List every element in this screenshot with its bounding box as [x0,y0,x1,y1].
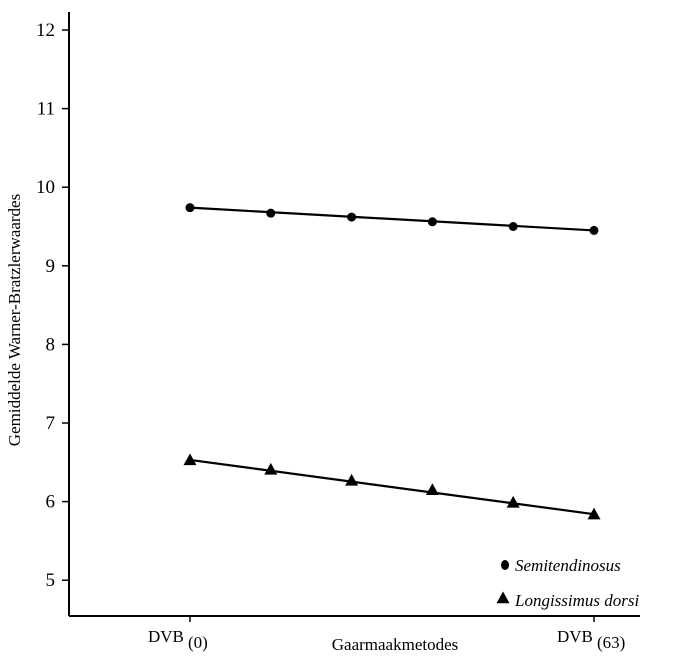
legend-label: Longissimus dorsi [514,591,640,610]
x-tick-label-base: DVB [148,627,184,646]
data-point-circle [589,225,599,235]
data-point-circle [347,212,357,222]
legend-circle-icon [501,560,509,570]
y-tick-label: 11 [37,99,55,120]
series-layer [183,203,601,520]
x-ticks: DVB (0) DVB (63) [148,616,625,652]
x-tick-label: DVB (63) [557,627,625,652]
x-tick-label-sub: (63) [597,633,625,652]
series-2 [183,453,601,520]
data-point-circle [427,217,437,227]
y-tick-label: 10 [36,177,55,198]
x-tick-label: DVB (0) [148,627,208,652]
y-ticks: 5 6 7 8 9 10 11 12 [36,20,69,591]
x-tick-label-sub: (0) [188,633,208,652]
legend: Semitendinosus Longissimus dorsi [496,556,640,610]
data-point-triangle [425,483,439,496]
y-tick-label: 7 [46,413,56,434]
legend-item: Semitendinosus [501,556,621,575]
y-axis-title: Gemiddelde Warner-Bratzlerwaardes [5,194,24,446]
x-tick-label-base: DVB [557,627,593,646]
data-point-circle [185,203,195,213]
y-tick-label: 5 [46,570,56,591]
legend-label: Semitendinosus [515,556,621,575]
data-point-triangle [264,462,278,475]
series-line [189,458,595,516]
y-tick-label: 6 [46,492,56,513]
x-axis-title: Gaarmaakmetodes [332,635,459,654]
y-tick-label: 9 [46,256,56,277]
legend-triangle-icon [496,591,510,604]
data-point-circle [508,222,518,231]
data-point-triangle [345,473,359,486]
data-point-triangle [587,507,601,520]
series-line [189,206,595,232]
legend-item: Longissimus dorsi [496,591,640,610]
series-1 [185,203,599,235]
y-tick-label: 12 [36,20,55,41]
data-point-circle [266,208,276,218]
data-point-triangle [183,453,197,466]
y-tick-label: 8 [46,334,56,355]
data-point-triangle [506,495,520,508]
axes [68,12,640,617]
